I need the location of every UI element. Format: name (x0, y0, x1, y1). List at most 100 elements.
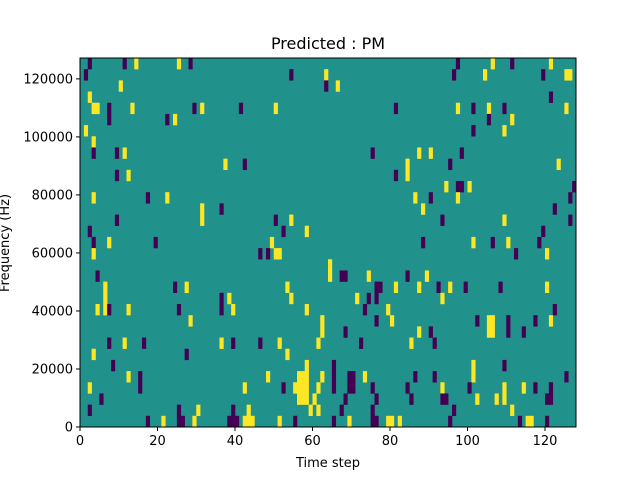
heatmap-cell-low (533, 315, 538, 327)
heatmap-cell-low (537, 236, 542, 249)
heatmap-cell-low (440, 214, 445, 226)
heatmap-cell-high (545, 281, 550, 294)
heatmap-cell-high (242, 382, 247, 394)
heatmap-cell-low (281, 225, 286, 238)
heatmap-cell-high (200, 102, 205, 115)
heatmap-cell-high (393, 281, 399, 294)
heatmap-cell-high (390, 315, 395, 327)
heatmap-cell-low (374, 315, 379, 327)
x-axis-label: Time step (295, 456, 360, 471)
heatmap-cell-low (393, 169, 399, 182)
heatmap-cell-low (111, 359, 116, 372)
heatmap-cell-low (541, 225, 546, 238)
heatmap-cell-low (440, 393, 449, 405)
heatmap-cell-high (173, 113, 178, 126)
heatmap-cell-high (417, 326, 422, 338)
heatmap-cell-high (335, 80, 340, 92)
plot-area (79, 57, 577, 428)
heatmap-cell-low (428, 192, 433, 204)
heatmap-cell-low (459, 147, 464, 159)
heatmap-cell-low (176, 304, 182, 316)
heatmap-cell-low (409, 393, 414, 405)
heatmap-cell-high (467, 181, 472, 193)
heatmap-cell-high (304, 359, 309, 372)
heatmap-cell-high (107, 236, 112, 249)
x-axis: 0 20 40 60 80 100 120 (76, 427, 557, 449)
heatmap-cell-low (231, 337, 236, 349)
heatmap-cell-low (436, 281, 441, 294)
heatmap-cell-low (428, 326, 433, 338)
heatmap-cell-low (463, 281, 468, 294)
x-tick-label: 60 (304, 434, 321, 449)
heatmap-cell-high (87, 382, 92, 394)
chart-title: Predicted : PM (271, 34, 385, 53)
heatmap-cell-low (281, 382, 286, 394)
heatmap-cell-low (176, 415, 185, 428)
heatmap-cell-low (514, 248, 519, 260)
heatmap-cell-low (490, 236, 495, 249)
heatmap-cell-high (448, 281, 453, 294)
heatmap-cell-low (114, 214, 120, 226)
heatmap-cell-low (91, 236, 96, 249)
heatmap-cell-high (269, 236, 275, 249)
heatmap-cell-high (417, 281, 422, 294)
x-tick-label: 80 (382, 434, 399, 449)
heatmap-cell-low (87, 404, 92, 417)
heatmap-cell-high (273, 248, 282, 260)
heatmap-cell-high (122, 337, 127, 349)
heatmap-cell-low (552, 203, 557, 215)
heatmap-cell-high (161, 415, 166, 428)
heatmap-cell-high (471, 236, 476, 249)
heatmap-cell-high (320, 315, 325, 338)
heatmap-cell-low (506, 315, 511, 338)
heatmap-cell-high (242, 415, 255, 428)
heatmap-cell-high (312, 393, 317, 405)
heatmap-cell-high (455, 192, 461, 204)
heatmap-cell-low (343, 326, 348, 338)
heatmap-cell-low (568, 192, 573, 204)
heatmap-cell-low (343, 393, 348, 405)
heatmap-cell-high (548, 58, 554, 70)
heatmap-cell-low (432, 337, 437, 349)
y-tick-label: 40000 (32, 304, 73, 319)
heatmap-cell-high (502, 382, 507, 405)
heatmap-cell-low (339, 270, 348, 282)
heatmap-cell-high (91, 248, 96, 260)
heatmap-cell-high (223, 158, 228, 171)
heatmap-cell-low (475, 315, 480, 327)
heatmap-cell-low (467, 382, 472, 394)
heatmap-cell-high (506, 236, 511, 249)
heatmap-cell-low (374, 281, 383, 294)
heatmap-cell-high (289, 292, 294, 305)
heatmap-cell-low (173, 281, 178, 294)
y-tick-label: 100000 (23, 130, 73, 145)
heatmap-cell-low (91, 147, 96, 159)
heatmap-cell-high (91, 102, 100, 115)
heatmap-cell-low (413, 371, 418, 383)
heatmap-cell-low (374, 292, 379, 305)
heatmap-cell-low (145, 415, 151, 428)
heatmap-cell-low (498, 281, 503, 294)
heatmap-cell-low (471, 102, 476, 115)
heatmap-cell-high (455, 102, 461, 115)
heatmap-cell-high (548, 315, 554, 327)
heatmap-cell-high (483, 69, 488, 81)
heatmap-cell-high (510, 404, 515, 417)
heatmap-cell-low (510, 58, 515, 70)
heatmap-cell-low (107, 102, 112, 126)
heatmap-cell-low (405, 382, 410, 394)
heatmap-cell-low (83, 69, 89, 81)
y-axis-label: Frequency (Hz) (0, 194, 13, 292)
heatmap-cell-high (266, 371, 271, 383)
heatmap-cell-low (362, 304, 368, 316)
heatmap-cell-high (386, 304, 391, 316)
heatmap-cell-low (258, 248, 263, 260)
heatmap-cell-high (308, 404, 313, 417)
heatmap-cell-low (521, 326, 526, 338)
heatmap-cell-high (556, 158, 561, 171)
heatmap-cell-high (126, 304, 131, 316)
heatmap-cell-low (359, 337, 364, 349)
heatmap-cell-high (130, 102, 135, 115)
heatmap-cell-high (83, 125, 89, 137)
heatmap-cell-low (432, 371, 437, 383)
